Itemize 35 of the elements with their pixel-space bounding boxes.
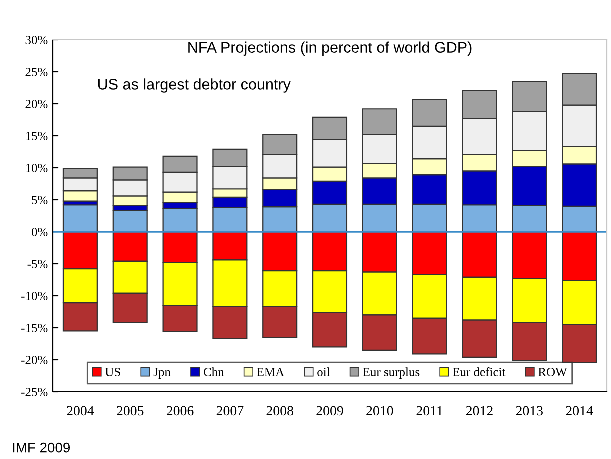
legend-label: Eur deficit — [452, 368, 506, 376]
legend-label: ROW — [538, 368, 568, 377]
y-tick-label: 20% — [26, 100, 48, 108]
y-tick-label: -5% — [28, 260, 48, 268]
y-tick-label: 15% — [26, 132, 48, 140]
x-tick-label: 2012 — [466, 406, 493, 416]
chart-title: NFA Projections (in percent of world GDP) — [188, 42, 472, 56]
legend-label: oil — [318, 368, 330, 376]
y-tick-label: 0% — [32, 228, 48, 236]
x-tick-label: 2010 — [366, 406, 394, 416]
y-tick-label: -15% — [22, 324, 48, 332]
x-tick-label: 2011 — [416, 406, 443, 416]
legend-label: Chn — [204, 368, 224, 376]
legend-label: Jpn — [154, 368, 171, 379]
x-tick-label: 2013 — [516, 406, 543, 416]
text: IMF 2009 — [13, 442, 70, 453]
x-tick-label: 2009 — [316, 406, 344, 416]
x-tick-label: 2008 — [266, 406, 294, 416]
legend-label: EMA — [257, 368, 285, 376]
y-tick-label: 5% — [32, 196, 48, 204]
x-tick-label: 2006 — [166, 406, 194, 416]
x-tick-label: 2007 — [216, 406, 244, 416]
y-tick-label: 30% — [26, 36, 48, 44]
y-tick-label: 10% — [26, 164, 48, 172]
y-tick-label: -20% — [22, 356, 48, 364]
legend-label: Eur surplus — [363, 368, 420, 379]
y-tick-label: 25% — [26, 68, 48, 76]
x-tick-label: 2014 — [566, 406, 594, 416]
legend-label: US — [105, 368, 120, 376]
x-tick-label: 2004 — [67, 406, 94, 416]
x-tick-label: 2005 — [117, 406, 144, 416]
y-tick-label: -25% — [22, 388, 48, 396]
bar — [62, 204, 98, 233]
y-tick-label: -10% — [22, 292, 48, 300]
text: US as largest debtor country — [98, 78, 291, 93]
